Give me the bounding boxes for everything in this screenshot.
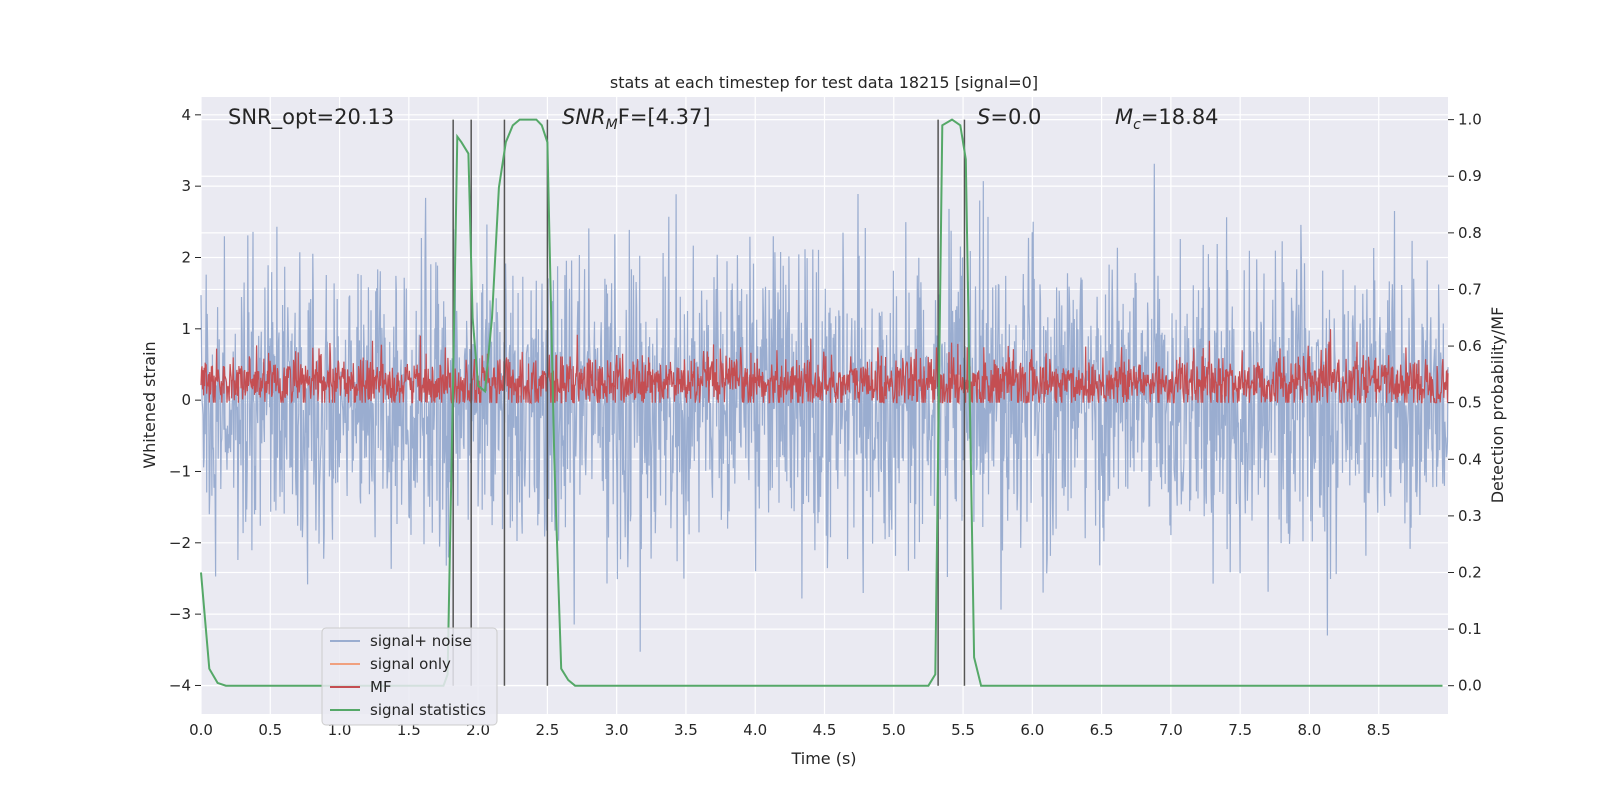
y-right-tick-label: 0.1: [1458, 620, 1482, 638]
y-tick-label: 2: [181, 248, 191, 266]
y-right-tick-label: 0.7: [1458, 280, 1482, 298]
legend-label-mf: MF: [370, 678, 392, 696]
annotation-s: S=0.0: [977, 105, 1041, 129]
annotation-snr-mf-sub: M: [606, 117, 618, 133]
x-tick-label: 7.5: [1228, 721, 1252, 739]
y-axis-label: Whitened strain: [140, 341, 159, 468]
annotation-snr-mf: SNRMF=[4.37]: [562, 105, 711, 133]
annotation-mc-tail: =18.84: [1141, 105, 1219, 129]
y-tick-label: 0: [181, 391, 191, 409]
annotation-mc: Mc=18.84: [1115, 105, 1219, 133]
y-tick-label: −3: [169, 605, 191, 623]
x-tick-label: 5.5: [951, 721, 975, 739]
annotation-mc-main: M: [1115, 105, 1133, 129]
y-right-tick-label: 0.0: [1458, 677, 1482, 695]
x-tick-label: 0.5: [258, 721, 282, 739]
y-right-axis-label: Detection probability/MF: [1488, 307, 1507, 504]
series-line-mf: [200, 329, 1449, 405]
x-tick-label: 2.5: [535, 721, 559, 739]
annotation-snr-mf-tail: F=[4.37]: [618, 105, 711, 129]
annotation-mc-sub: c: [1133, 117, 1141, 133]
y-tick-label: −4: [169, 676, 191, 694]
y-right-tick-label: 0.8: [1458, 224, 1482, 242]
x-tick-label: 3.0: [605, 721, 629, 739]
y-right-tick-label: 0.2: [1458, 563, 1482, 581]
y-axis-ticks: −4 −3 −2 −1 0 1 2 3 4: [169, 106, 201, 694]
annotation-snr-opt: SNR_opt=20.13: [228, 105, 394, 130]
annotation-snr-mf-main: SNR: [562, 105, 606, 129]
legend-label-signal-only: signal only: [370, 655, 451, 673]
legend-label-signal-statistics: signal statistics: [370, 701, 486, 719]
chart-title: stats at each timestep for test data 182…: [610, 73, 1038, 92]
series-mf: [200, 329, 1449, 405]
x-tick-label: 4.5: [813, 721, 837, 739]
x-axis-ticks: 0.0 0.5 1.0 1.5 2.0 2.5 3.0 3.5 4.0 4.5 5.0 5.5 6.0 6…: [189, 721, 1391, 739]
y-tick-label: 3: [181, 177, 191, 195]
legend-label-signal-noise: signal+ noise: [370, 632, 472, 650]
x-tick-label: 0.0: [189, 721, 213, 739]
annotation-s-tail: =0.0: [990, 105, 1041, 129]
y-right-tick-label: 0.4: [1458, 450, 1482, 468]
legend-box: [321, 627, 498, 726]
y-right-tick-label: 0.6: [1458, 337, 1482, 355]
x-tick-label: 8.0: [1298, 721, 1322, 739]
y-right-tick-label: 0.9: [1458, 167, 1482, 185]
x-tick-label: 5.0: [882, 721, 906, 739]
y-right-tick-label: 1.0: [1458, 111, 1482, 129]
y-right-axis-ticks: 0.0 0.1 0.2 0.3 0.4 0.5 0.6 0.7 0.8 0.9 1.0: [1448, 111, 1482, 695]
annotation-s-main: S: [977, 105, 990, 129]
grid: [200, 97, 1448, 714]
legend: signal+ noise signal only MF signal stat…: [321, 627, 498, 726]
x-tick-label: 6.0: [1020, 721, 1044, 739]
x-axis-label: Time (s): [790, 749, 856, 768]
x-tick-label: 8.5: [1367, 721, 1391, 739]
y-tick-label: −2: [169, 534, 191, 552]
x-tick-label: 7.0: [1159, 721, 1183, 739]
y-tick-label: 1: [181, 320, 191, 338]
y-tick-label: 4: [181, 106, 191, 124]
x-tick-label: 6.5: [1090, 721, 1114, 739]
y-right-tick-label: 0.3: [1458, 507, 1482, 525]
x-tick-label: 4.0: [743, 721, 767, 739]
y-tick-label: −1: [169, 462, 191, 480]
y-right-tick-label: 0.5: [1458, 394, 1482, 412]
x-tick-label: 3.5: [674, 721, 698, 739]
